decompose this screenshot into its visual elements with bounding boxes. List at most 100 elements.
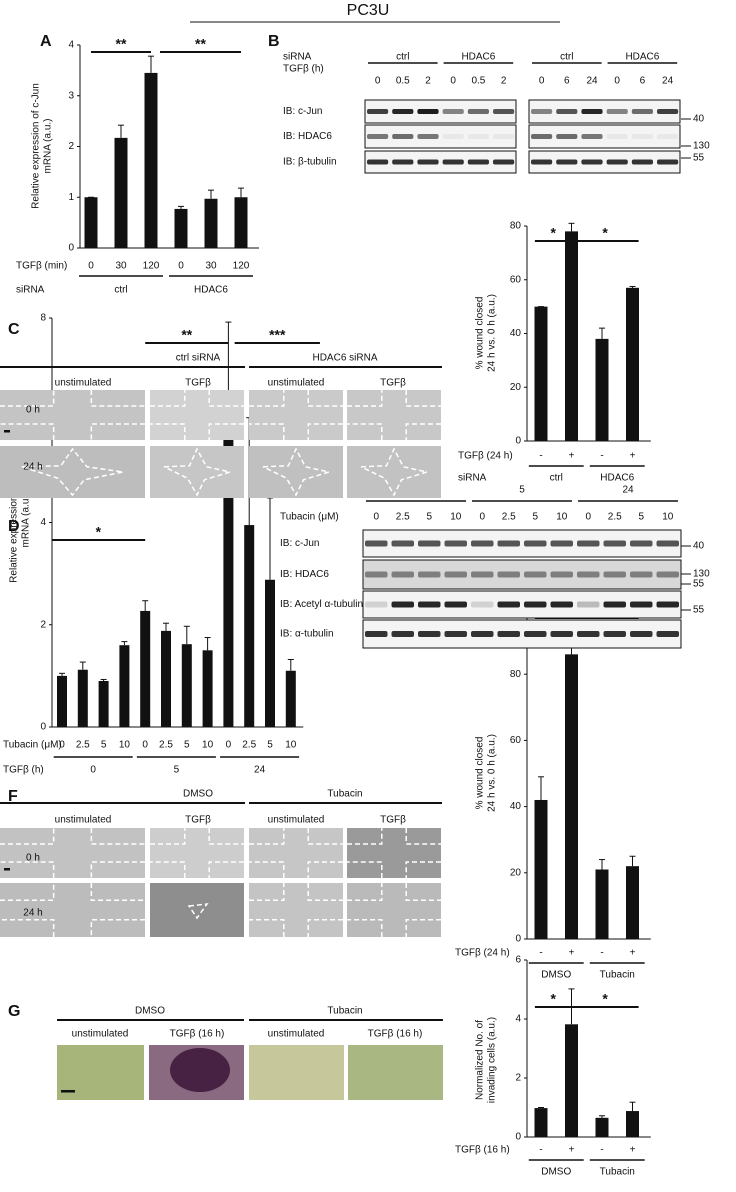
x-tick-label: + xyxy=(630,948,636,959)
blot-band xyxy=(656,631,679,637)
blot-band xyxy=(531,109,553,114)
wound-outline xyxy=(0,390,145,440)
error-bar xyxy=(629,285,636,288)
blot-band xyxy=(493,134,515,139)
blot-frame xyxy=(362,529,682,558)
blot-frame xyxy=(364,150,517,174)
group-label: 5 xyxy=(174,765,180,776)
micrograph xyxy=(249,390,343,440)
blot-band xyxy=(631,134,653,139)
invading-cell-stain xyxy=(170,1048,230,1092)
bar xyxy=(565,231,578,441)
error-bar xyxy=(142,600,149,611)
bar xyxy=(140,610,151,727)
lane-label: 2 xyxy=(501,76,507,87)
figure-title: PC3U xyxy=(347,2,390,19)
image-column-label: TGFβ (16 h) xyxy=(170,1029,225,1040)
wound-outline xyxy=(249,883,343,937)
micrograph xyxy=(249,828,343,878)
bar xyxy=(565,1024,578,1137)
micrograph xyxy=(150,446,244,498)
blot-label: IB: c-Jun xyxy=(280,538,319,549)
panel-letter: C xyxy=(8,321,20,338)
lane-label: 6 xyxy=(640,76,646,87)
wound-outline xyxy=(0,828,145,878)
blot-band xyxy=(471,540,494,547)
panel-letter: F xyxy=(8,788,18,805)
lane-label: 0 xyxy=(585,512,591,523)
bar xyxy=(77,669,88,727)
bar xyxy=(626,1111,639,1137)
error-bar xyxy=(599,859,605,870)
bar xyxy=(98,680,109,727)
blot-band xyxy=(467,134,489,139)
micrograph xyxy=(0,883,145,937)
wound-outline xyxy=(21,447,124,497)
bar xyxy=(181,644,192,727)
image-row-label: 24 h xyxy=(23,462,42,473)
bar xyxy=(534,306,548,441)
image-column-label: TGFβ xyxy=(380,378,406,389)
lane-label: 0 xyxy=(539,76,545,87)
y-tick-label: 8 xyxy=(40,313,46,324)
blot-band xyxy=(531,134,553,139)
blot-band xyxy=(577,540,600,547)
blot-band xyxy=(606,134,628,139)
lane-label: 6 xyxy=(564,76,570,87)
x-tick-label: 0 xyxy=(226,740,232,751)
blot-band xyxy=(391,571,414,578)
image-column-label: unstimulated xyxy=(55,815,112,826)
bar xyxy=(626,866,639,939)
wound-outline xyxy=(360,447,430,497)
significance-label: * xyxy=(602,225,608,241)
micrograph xyxy=(150,390,244,440)
blot-frame xyxy=(528,99,681,124)
bar xyxy=(114,137,128,248)
micrograph xyxy=(0,390,145,440)
blot-label: IB: HDAC6 xyxy=(283,131,332,142)
image-row-label: 24 h xyxy=(23,908,42,919)
blot-band xyxy=(442,134,464,139)
y-tick-label: 80 xyxy=(510,669,522,680)
y-axis-label: % wound closed xyxy=(475,297,486,370)
blot-band xyxy=(656,540,679,547)
image-row-label: 0 h xyxy=(26,405,40,416)
blot-label: IB: c-Jun xyxy=(283,106,322,117)
error-bar xyxy=(538,1107,544,1109)
blot-band xyxy=(581,109,603,114)
marker-label: 40 xyxy=(693,114,705,125)
significance-label: ** xyxy=(116,36,127,52)
y-tick-label: 20 xyxy=(510,867,522,878)
error-bar xyxy=(183,625,190,645)
micrograph xyxy=(249,446,343,498)
significance-label: * xyxy=(96,524,102,540)
marker-label: 130 xyxy=(693,569,710,580)
blot-frame xyxy=(362,559,682,590)
blot-band xyxy=(550,601,573,608)
significance-label: *** xyxy=(269,327,286,343)
micrograph xyxy=(150,883,244,937)
micrograph xyxy=(150,828,244,878)
group-label: ctrl xyxy=(550,473,563,484)
blot-band xyxy=(493,109,515,114)
marker-label: 55 xyxy=(693,153,705,164)
panel-letter: G xyxy=(8,1003,20,1020)
blot-band xyxy=(550,631,573,637)
blot-label: IB: Acetyl α-tubulin xyxy=(280,599,363,610)
x-tick-label: 5 xyxy=(184,740,190,751)
blot-band xyxy=(630,540,653,547)
error-bar xyxy=(79,661,86,670)
x-tick-label: 0 xyxy=(59,740,65,751)
wound-outline xyxy=(249,390,343,440)
blot-label: IB: HDAC6 xyxy=(280,569,329,580)
blot-band xyxy=(442,109,464,114)
image-column-label: unstimulated xyxy=(72,1029,129,1040)
wound-outline xyxy=(347,883,441,937)
blot-band xyxy=(392,134,414,139)
error-bar xyxy=(208,189,214,199)
x-tick-label: 2.5 xyxy=(159,740,173,751)
bar xyxy=(244,525,255,727)
x-tick-label: 10 xyxy=(119,740,131,751)
blot-frame xyxy=(364,99,517,124)
group-axis-label: siRNA xyxy=(16,285,45,296)
